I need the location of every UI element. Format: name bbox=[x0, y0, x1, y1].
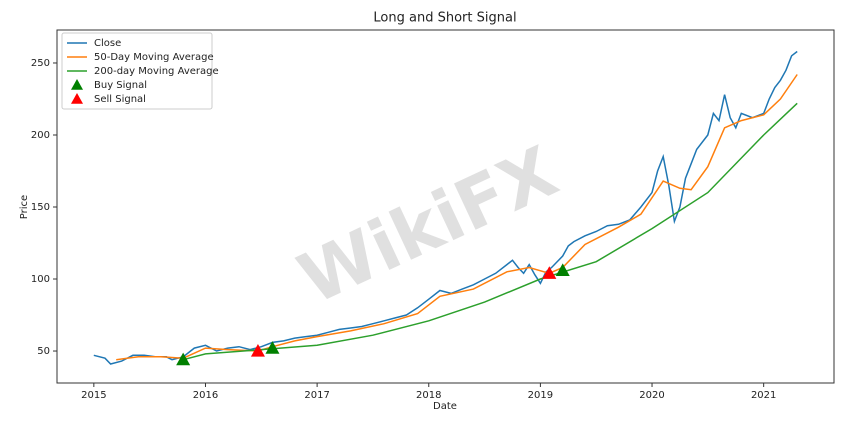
y-tick-label: 200 bbox=[31, 130, 50, 141]
y-axis-label: Price bbox=[19, 195, 30, 219]
chart-title: Long and Short Signal bbox=[373, 11, 516, 26]
legend-label: 200-day Moving Average bbox=[94, 66, 219, 77]
legend-label: Close bbox=[94, 38, 121, 49]
y-tick-label: 150 bbox=[31, 202, 50, 213]
signal-marker bbox=[250, 344, 265, 357]
legend-box bbox=[61, 32, 213, 110]
x-tick-label: 2017 bbox=[304, 390, 329, 401]
y-tick-label: 50 bbox=[37, 346, 50, 357]
x-tick-label: 2021 bbox=[751, 390, 776, 401]
plot-area bbox=[56, 29, 835, 384]
x-tick-label: 2018 bbox=[416, 390, 441, 401]
watermark: WikiFX bbox=[287, 131, 570, 321]
legend-label: 50-Day Moving Average bbox=[94, 52, 214, 63]
line-series bbox=[116, 74, 798, 361]
x-tick-label: 2020 bbox=[639, 390, 664, 401]
x-tick-label: 2015 bbox=[81, 390, 106, 401]
legend-swatch bbox=[71, 79, 83, 90]
signal-marker bbox=[555, 263, 570, 276]
y-tick-label: 250 bbox=[31, 58, 50, 69]
x-tick-label: 2016 bbox=[193, 390, 218, 401]
legend-label: Sell Signal bbox=[94, 94, 146, 105]
legend-label: Buy Signal bbox=[94, 80, 147, 91]
line-series bbox=[93, 50, 798, 365]
signal-marker bbox=[265, 341, 280, 354]
legend-swatch bbox=[71, 93, 83, 104]
y-tick-label: 100 bbox=[31, 274, 50, 285]
x-axis-label: Date bbox=[433, 401, 457, 412]
line-series bbox=[183, 102, 798, 361]
x-tick-label: 2019 bbox=[528, 390, 553, 401]
signal-marker bbox=[176, 352, 191, 366]
signal-marker bbox=[542, 266, 557, 279]
